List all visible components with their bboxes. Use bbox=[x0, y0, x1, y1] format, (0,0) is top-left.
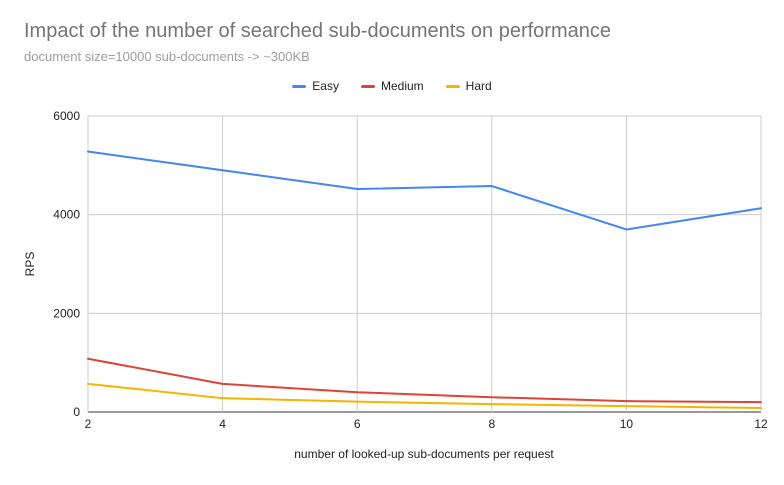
series-line-medium[interactable] bbox=[87, 357, 762, 404]
chart-subtitle: document size=10000 sub-documents -> ~30… bbox=[24, 49, 310, 64]
series-line-easy[interactable] bbox=[87, 150, 762, 231]
legend-item-medium[interactable]: Medium bbox=[360, 79, 424, 93]
series-lines bbox=[87, 150, 762, 410]
tick-labels: 0 2000 4000 6000 2 4 6 8 10 12 bbox=[53, 109, 768, 431]
y-tick-label: 0 bbox=[73, 405, 80, 419]
chart-title: Impact of the number of searched sub-doc… bbox=[24, 20, 611, 42]
legend-item-hard[interactable]: Hard bbox=[445, 79, 492, 93]
y-tick-label: 2000 bbox=[53, 306, 80, 320]
x-tick-label: 2 bbox=[85, 417, 92, 431]
y-axis-label: RPS bbox=[23, 252, 37, 277]
y-tick-label: 4000 bbox=[53, 208, 80, 222]
legend-swatch-hard bbox=[445, 84, 460, 88]
x-axis-label: number of looked-up sub-documents per re… bbox=[294, 447, 554, 461]
legend-label-hard: Hard bbox=[465, 79, 492, 93]
x-tick-label: 6 bbox=[354, 417, 361, 431]
series-line-hard[interactable] bbox=[87, 382, 762, 410]
legend-item-easy[interactable]: Easy bbox=[292, 79, 339, 93]
x-tick-label: 4 bbox=[219, 417, 226, 431]
legend-swatch-easy bbox=[292, 84, 307, 88]
legend-label-easy: Easy bbox=[312, 79, 339, 93]
legend-label-medium: Medium bbox=[380, 79, 424, 93]
chart-legend: Easy Medium Hard bbox=[0, 79, 784, 93]
legend-swatch-medium bbox=[360, 84, 375, 88]
x-tick-label: 8 bbox=[488, 417, 495, 431]
y-tick-label: 6000 bbox=[53, 109, 80, 123]
grid-lines bbox=[87, 115, 762, 413]
x-tick-label: 10 bbox=[620, 417, 634, 431]
x-tick-label: 12 bbox=[754, 417, 768, 431]
